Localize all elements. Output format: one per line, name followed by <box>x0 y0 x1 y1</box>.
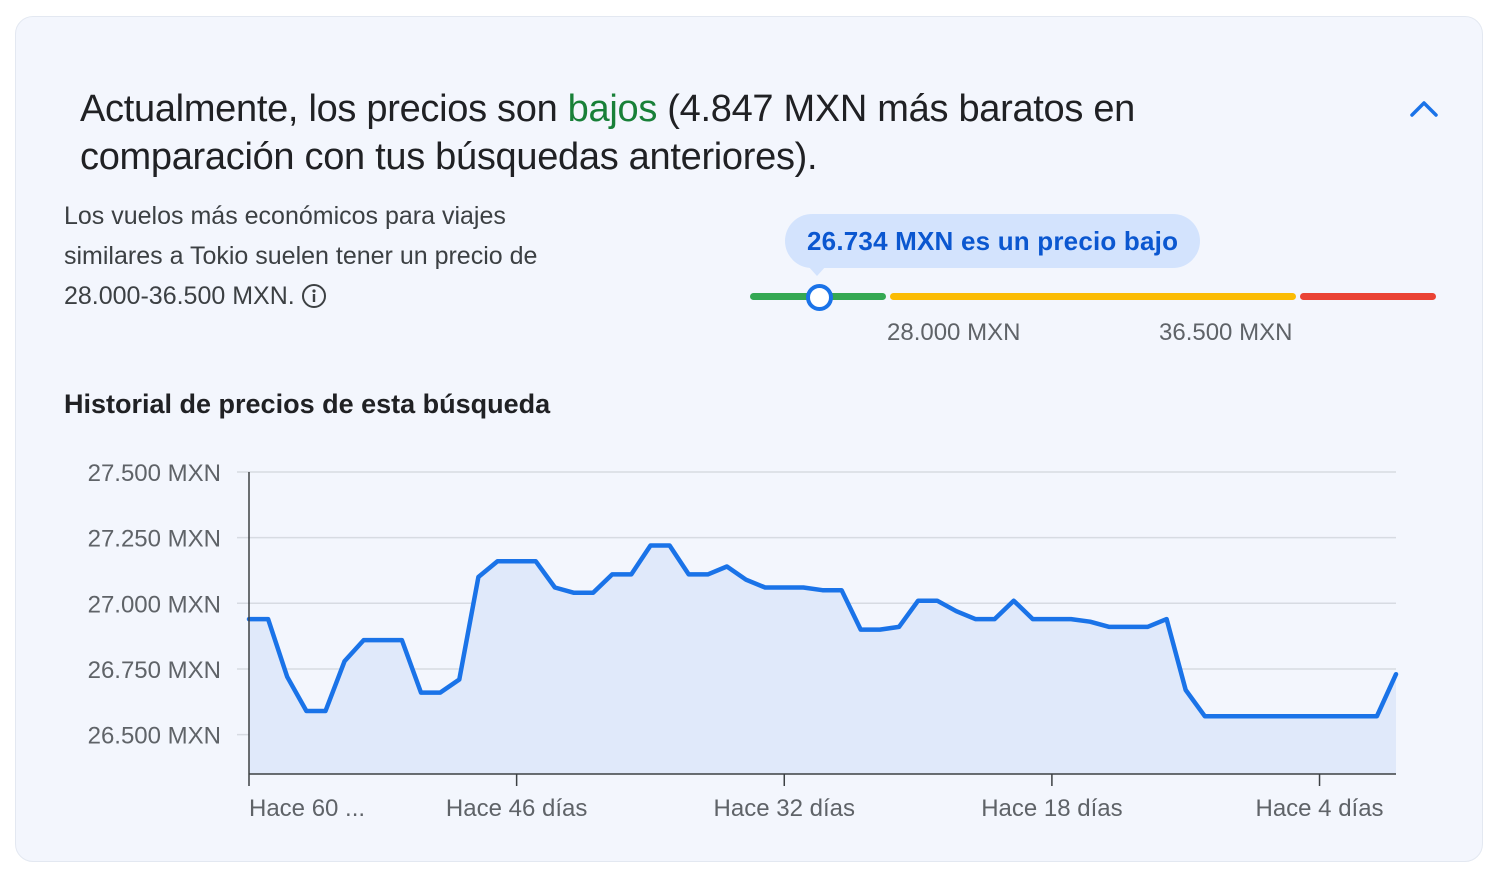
price-bar-high <box>1300 293 1436 300</box>
collapse-button[interactable] <box>1404 91 1444 127</box>
summary-suffix: (4.847 MXN más baratos en comparación co… <box>80 88 1136 178</box>
chevron-up-icon <box>1410 101 1438 117</box>
y-tick-label: 26.750 MXN <box>88 657 221 684</box>
current-price-tooltip: 26.734 MXN es un precio bajo <box>785 214 1201 268</box>
x-tick-label: Hace 60 ... <box>249 795 365 822</box>
price-history-title: Historial de precios de esta búsqueda <box>64 389 551 419</box>
typical-price-text: Los vuelos más económicos para viajes si… <box>64 196 564 316</box>
typical-price-label: Los vuelos más económicos para viajes si… <box>64 202 538 310</box>
info-icon[interactable] <box>301 281 327 308</box>
price-history-chart: 27.500 MXN 27.250 MXN 27.000 MXN 26.750 MXN… <box>88 460 1399 822</box>
price-bar-typical <box>890 293 1296 300</box>
y-tick-label: 27.500 MXN <box>88 460 221 487</box>
y-tick-label: 27.000 MXN <box>88 591 221 618</box>
tooltip-pointer <box>808 266 826 276</box>
y-tick-label: 27.250 MXN <box>88 526 221 553</box>
x-tick-label: Hace 32 días <box>714 795 855 822</box>
price-summary-headline: Actualmente, los precios son bajos (4.84… <box>80 85 1320 181</box>
summary-prefix: Actualmente, los precios son <box>80 88 568 130</box>
y-tick-label: 26.500 MXN <box>88 723 221 750</box>
y-tick-labels: 27.500 MXN 27.250 MXN 27.000 MXN 26.750 MXN… <box>88 460 221 750</box>
x-tick-label: Hace 4 días <box>1255 795 1383 822</box>
area-fill <box>249 545 1396 774</box>
price-line <box>246 543 1399 719</box>
current-price-marker <box>806 284 833 311</box>
high-threshold-label: 36.500 MXN <box>1159 319 1293 346</box>
price-status-word: bajos <box>567 88 658 130</box>
x-tick-label: Hace 18 días <box>981 795 1122 822</box>
low-threshold-label: 28.000 MXN <box>887 319 1021 346</box>
x-tick-labels: Hace 60 ... Hace 46 días Hace 32 días Hace … <box>248 774 1384 822</box>
x-tick-label: Hace 46 días <box>446 795 587 822</box>
